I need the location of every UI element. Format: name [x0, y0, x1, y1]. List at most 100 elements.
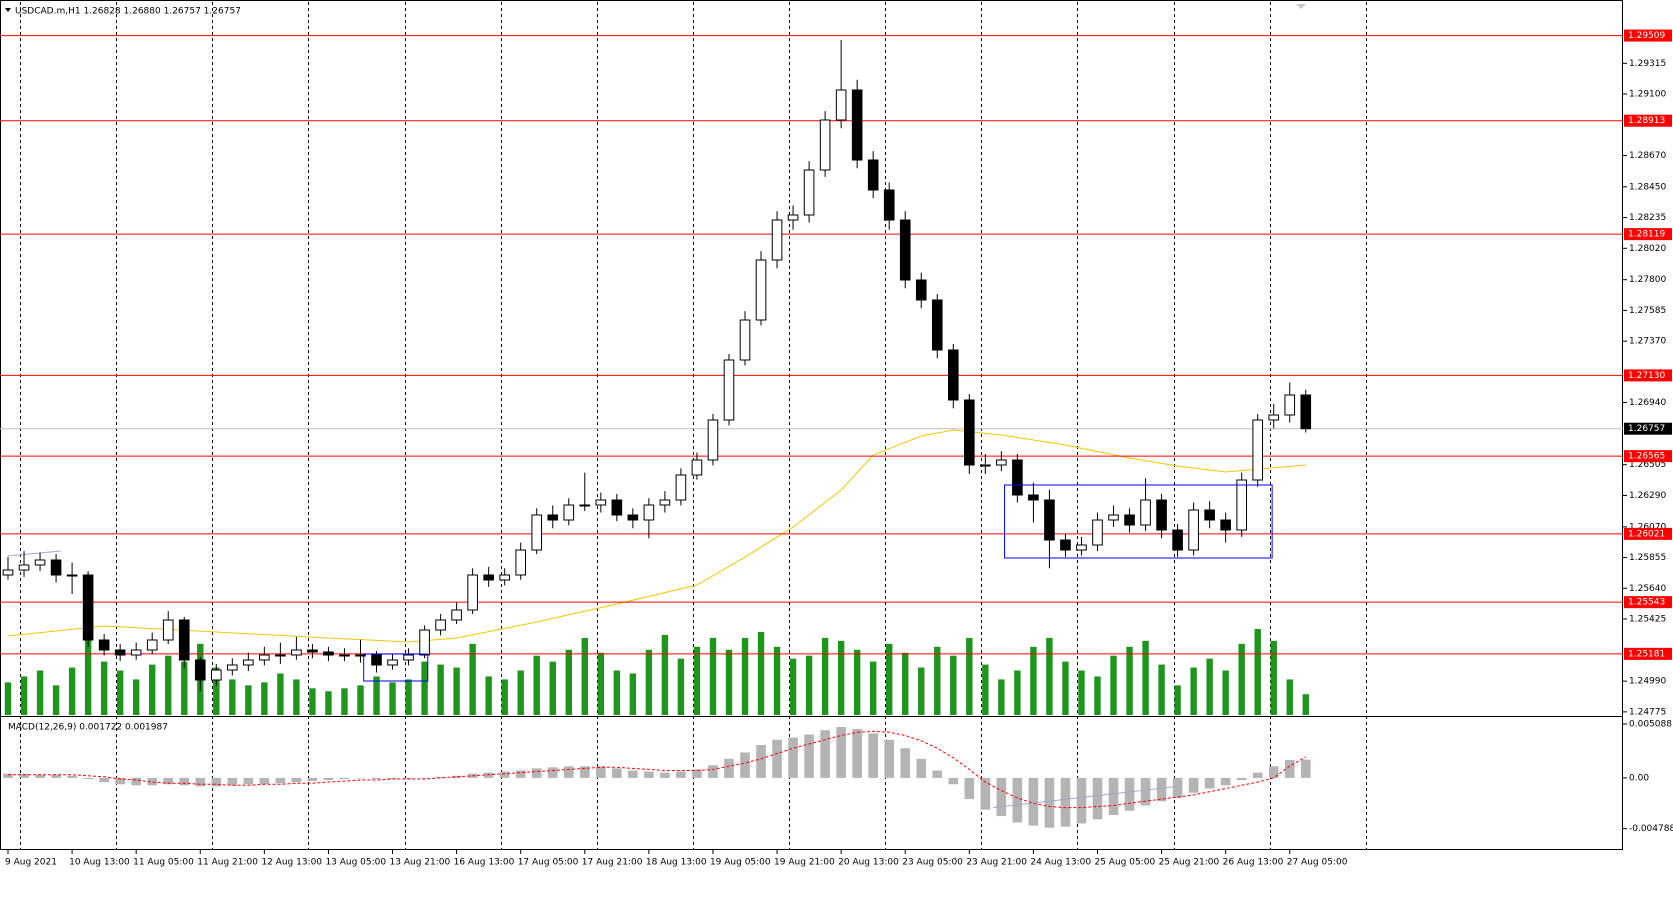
y-tick-label: 1.27585	[1629, 306, 1666, 316]
macd-bar	[1076, 777, 1087, 824]
candle-body	[1092, 519, 1103, 546]
candle-body	[275, 654, 286, 657]
macd-bar	[644, 771, 654, 778]
candle-body	[451, 609, 462, 621]
candle-body	[515, 549, 527, 576]
level-label: 1.25543	[1628, 598, 1665, 608]
volume-bar	[149, 664, 156, 715]
candle-body	[82, 574, 94, 641]
candle-body	[1172, 529, 1183, 551]
macd-bar	[259, 777, 270, 785]
y-tick-label: 1.25640	[1629, 584, 1666, 594]
volume-bar	[36, 670, 44, 715]
macd-bar	[403, 777, 414, 779]
macd-bar	[1268, 766, 1279, 778]
macd-bar	[483, 772, 494, 778]
macd-bar	[1012, 777, 1023, 823]
macd-bar	[227, 777, 238, 786]
macd-bar	[676, 771, 686, 778]
candle-body	[403, 654, 414, 661]
candle-body	[563, 504, 575, 521]
candle-body	[1012, 459, 1023, 496]
candle-body	[787, 214, 799, 221]
candle-body	[307, 649, 318, 653]
volume-bar	[741, 637, 749, 715]
macd-bar	[1172, 777, 1183, 799]
candle-body	[547, 514, 559, 521]
volume-bar	[1238, 643, 1245, 715]
macd-tick-label: -0.004788	[1629, 824, 1673, 834]
volume-bar	[966, 637, 973, 715]
macd-trendline	[993, 785, 1178, 809]
macd-title: MACD(12,26,9) 0.001722 0.001987	[8, 723, 168, 733]
volume-bar	[341, 688, 348, 715]
volume-bar	[1158, 664, 1165, 715]
x-tick-label: 11 Aug 21:00	[197, 858, 258, 868]
level-label: 1.26565	[1628, 452, 1665, 462]
candle-body	[755, 259, 767, 321]
x-tick-label: 13 Aug 05:00	[325, 858, 386, 868]
candle-body	[803, 169, 815, 216]
candle-body	[259, 654, 270, 661]
candle-body	[1204, 509, 1215, 521]
x-tick-label: 11 Aug 05:00	[133, 858, 194, 868]
candle-body	[435, 619, 446, 631]
candle-body	[915, 279, 927, 301]
candle-body	[579, 504, 591, 507]
trendline	[7, 550, 61, 557]
candle-body	[1268, 414, 1280, 421]
candle-body	[691, 459, 703, 476]
macd-bar	[948, 777, 959, 785]
macd-bar	[307, 777, 318, 782]
candle-body	[1252, 419, 1264, 481]
macd-bar	[836, 727, 846, 778]
volume-bar	[373, 676, 380, 715]
macd-bar	[1092, 777, 1103, 820]
volume-bar	[1110, 655, 1117, 715]
volume-bar	[357, 685, 364, 715]
volume-bar	[677, 658, 685, 715]
macd-bar	[964, 777, 975, 800]
level-label-box	[1624, 647, 1672, 660]
macd-bar	[1252, 772, 1263, 778]
macd-bar	[788, 737, 798, 778]
macd-bar	[67, 775, 77, 778]
candle-body	[867, 159, 879, 191]
level-label: 1.29509	[1628, 31, 1665, 41]
volume-bar	[661, 634, 669, 715]
x-tick-label: 20 Aug 13:00	[838, 858, 899, 868]
volume-bar	[629, 673, 637, 715]
macd-bar	[1236, 777, 1247, 781]
volume-bar	[950, 655, 957, 715]
volume-bar	[613, 670, 621, 715]
macd-bar	[1300, 759, 1311, 778]
volume-bar	[581, 637, 588, 715]
macd-bar	[724, 758, 734, 778]
last-price-box	[1624, 422, 1672, 435]
macd-bar	[1044, 777, 1055, 828]
macd-bar	[451, 775, 462, 778]
volume-bar	[469, 643, 476, 715]
macd-bar	[275, 777, 286, 784]
volume-bar	[1206, 658, 1213, 715]
volume-bar	[805, 655, 813, 715]
candle-body	[483, 574, 494, 581]
volume-bar	[165, 655, 172, 715]
candle-body	[419, 629, 430, 656]
candle-body	[18, 564, 30, 571]
volume-bar	[693, 646, 701, 715]
candle-body	[499, 574, 510, 581]
macd-bar	[419, 777, 430, 779]
macd-tick-label: 0.005088	[1629, 719, 1672, 729]
plot-frame	[0, 0, 1623, 850]
macd-bar	[692, 769, 702, 778]
scroll-marker	[1296, 4, 1306, 9]
candle-body	[355, 654, 366, 657]
macd-tick-label: 0.00	[1629, 773, 1649, 783]
volume-bar	[277, 673, 284, 715]
volume-bar	[213, 667, 220, 715]
candle-body	[291, 649, 302, 656]
volume-bar	[725, 649, 733, 715]
volume-bar	[709, 637, 717, 715]
